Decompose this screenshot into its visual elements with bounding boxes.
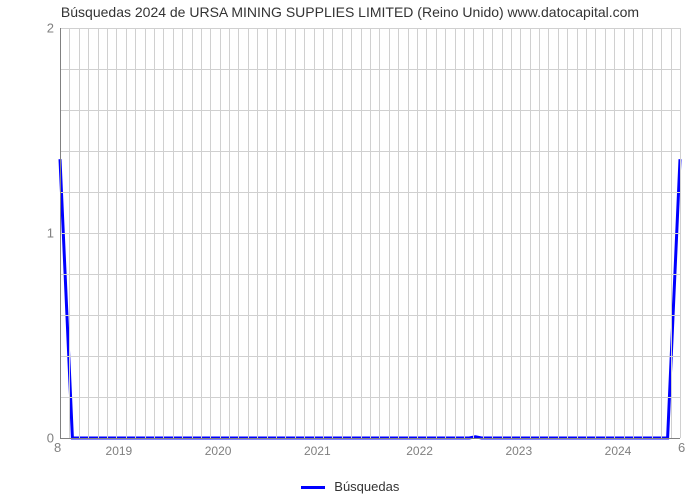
x-axis-line <box>60 438 680 439</box>
legend: Búsquedas <box>0 479 700 494</box>
y-tick-label: 1 <box>30 226 54 241</box>
grid-line-vertical <box>671 28 672 438</box>
legend-label: Búsquedas <box>334 479 399 494</box>
y-tick-label: 2 <box>30 21 54 36</box>
grid-line-vertical <box>173 28 174 438</box>
grid-line-vertical <box>558 28 559 438</box>
grid-line-vertical <box>107 28 108 438</box>
grid-line-vertical <box>332 28 333 438</box>
grid-line-vertical <box>163 28 164 438</box>
grid-line-vertical <box>473 28 474 438</box>
grid-line-vertical <box>539 28 540 438</box>
grid-line-vertical <box>586 28 587 438</box>
grid-line-vertical <box>455 28 456 438</box>
grid-line-vertical <box>389 28 390 438</box>
grid-line-vertical <box>520 28 521 438</box>
grid-line-vertical <box>624 28 625 438</box>
chart-title: Búsquedas 2024 de URSA MINING SUPPLIES L… <box>0 4 700 20</box>
chart-container: Búsquedas 2024 de URSA MINING SUPPLIES L… <box>0 0 700 500</box>
x-tick-label: 2019 <box>106 444 133 458</box>
grid-line-vertical <box>154 28 155 438</box>
grid-line-vertical <box>69 28 70 438</box>
grid-line-vertical <box>605 28 606 438</box>
grid-line-vertical <box>192 28 193 438</box>
grid-line-vertical <box>426 28 427 438</box>
grid-line-vertical <box>511 28 512 438</box>
grid-line-vertical <box>661 28 662 438</box>
x-tick-label: 2020 <box>205 444 232 458</box>
grid-line-vertical <box>379 28 380 438</box>
corner-label-bottom-left: 8 <box>54 440 61 455</box>
grid-line-vertical <box>652 28 653 438</box>
x-tick-label: 2021 <box>304 444 331 458</box>
grid-line-vertical <box>210 28 211 438</box>
grid-line-vertical <box>295 28 296 438</box>
grid-line-vertical <box>633 28 634 438</box>
grid-line-vertical <box>577 28 578 438</box>
grid-line-vertical <box>398 28 399 438</box>
grid-line-vertical <box>257 28 258 438</box>
grid-line-vertical <box>464 28 465 438</box>
grid-line-vertical <box>79 28 80 438</box>
grid-line-vertical <box>408 28 409 438</box>
grid-line-vertical <box>436 28 437 438</box>
grid-line-vertical <box>595 28 596 438</box>
grid-line-vertical <box>614 28 615 438</box>
plot-area <box>60 28 680 438</box>
grid-line-vertical <box>417 28 418 438</box>
y-axis-line <box>60 28 61 438</box>
grid-line-vertical <box>445 28 446 438</box>
grid-line-vertical <box>323 28 324 438</box>
y-tick-label: 0 <box>30 431 54 446</box>
grid-line-vertical <box>276 28 277 438</box>
grid-line-vertical <box>548 28 549 438</box>
grid-line-vertical <box>126 28 127 438</box>
grid-line-vertical <box>285 28 286 438</box>
grid-line-vertical <box>135 28 136 438</box>
grid-line-vertical <box>88 28 89 438</box>
grid-line-vertical <box>267 28 268 438</box>
grid-line-vertical <box>567 28 568 438</box>
grid-line-vertical <box>370 28 371 438</box>
grid-line-vertical <box>342 28 343 438</box>
grid-line-vertical <box>201 28 202 438</box>
grid-line-vertical <box>361 28 362 438</box>
grid-line-vertical <box>680 28 681 438</box>
grid-line-vertical <box>116 28 117 438</box>
grid-line-vertical <box>238 28 239 438</box>
grid-line-vertical <box>304 28 305 438</box>
x-tick-label: 2024 <box>605 444 632 458</box>
grid-line-vertical <box>314 28 315 438</box>
corner-label-bottom-right: 6 <box>678 440 685 455</box>
grid-line-vertical <box>145 28 146 438</box>
legend-swatch <box>301 486 325 489</box>
grid-line-vertical <box>483 28 484 438</box>
grid-line-vertical <box>642 28 643 438</box>
grid-line-vertical <box>530 28 531 438</box>
grid-line-vertical <box>98 28 99 438</box>
grid-line-vertical <box>351 28 352 438</box>
grid-line-vertical <box>248 28 249 438</box>
grid-line-vertical <box>220 28 221 438</box>
grid-line-vertical <box>502 28 503 438</box>
grid-line-vertical <box>182 28 183 438</box>
x-tick-label: 2022 <box>406 444 433 458</box>
grid-line-vertical <box>492 28 493 438</box>
x-tick-label: 2023 <box>505 444 532 458</box>
grid-line-vertical <box>229 28 230 438</box>
